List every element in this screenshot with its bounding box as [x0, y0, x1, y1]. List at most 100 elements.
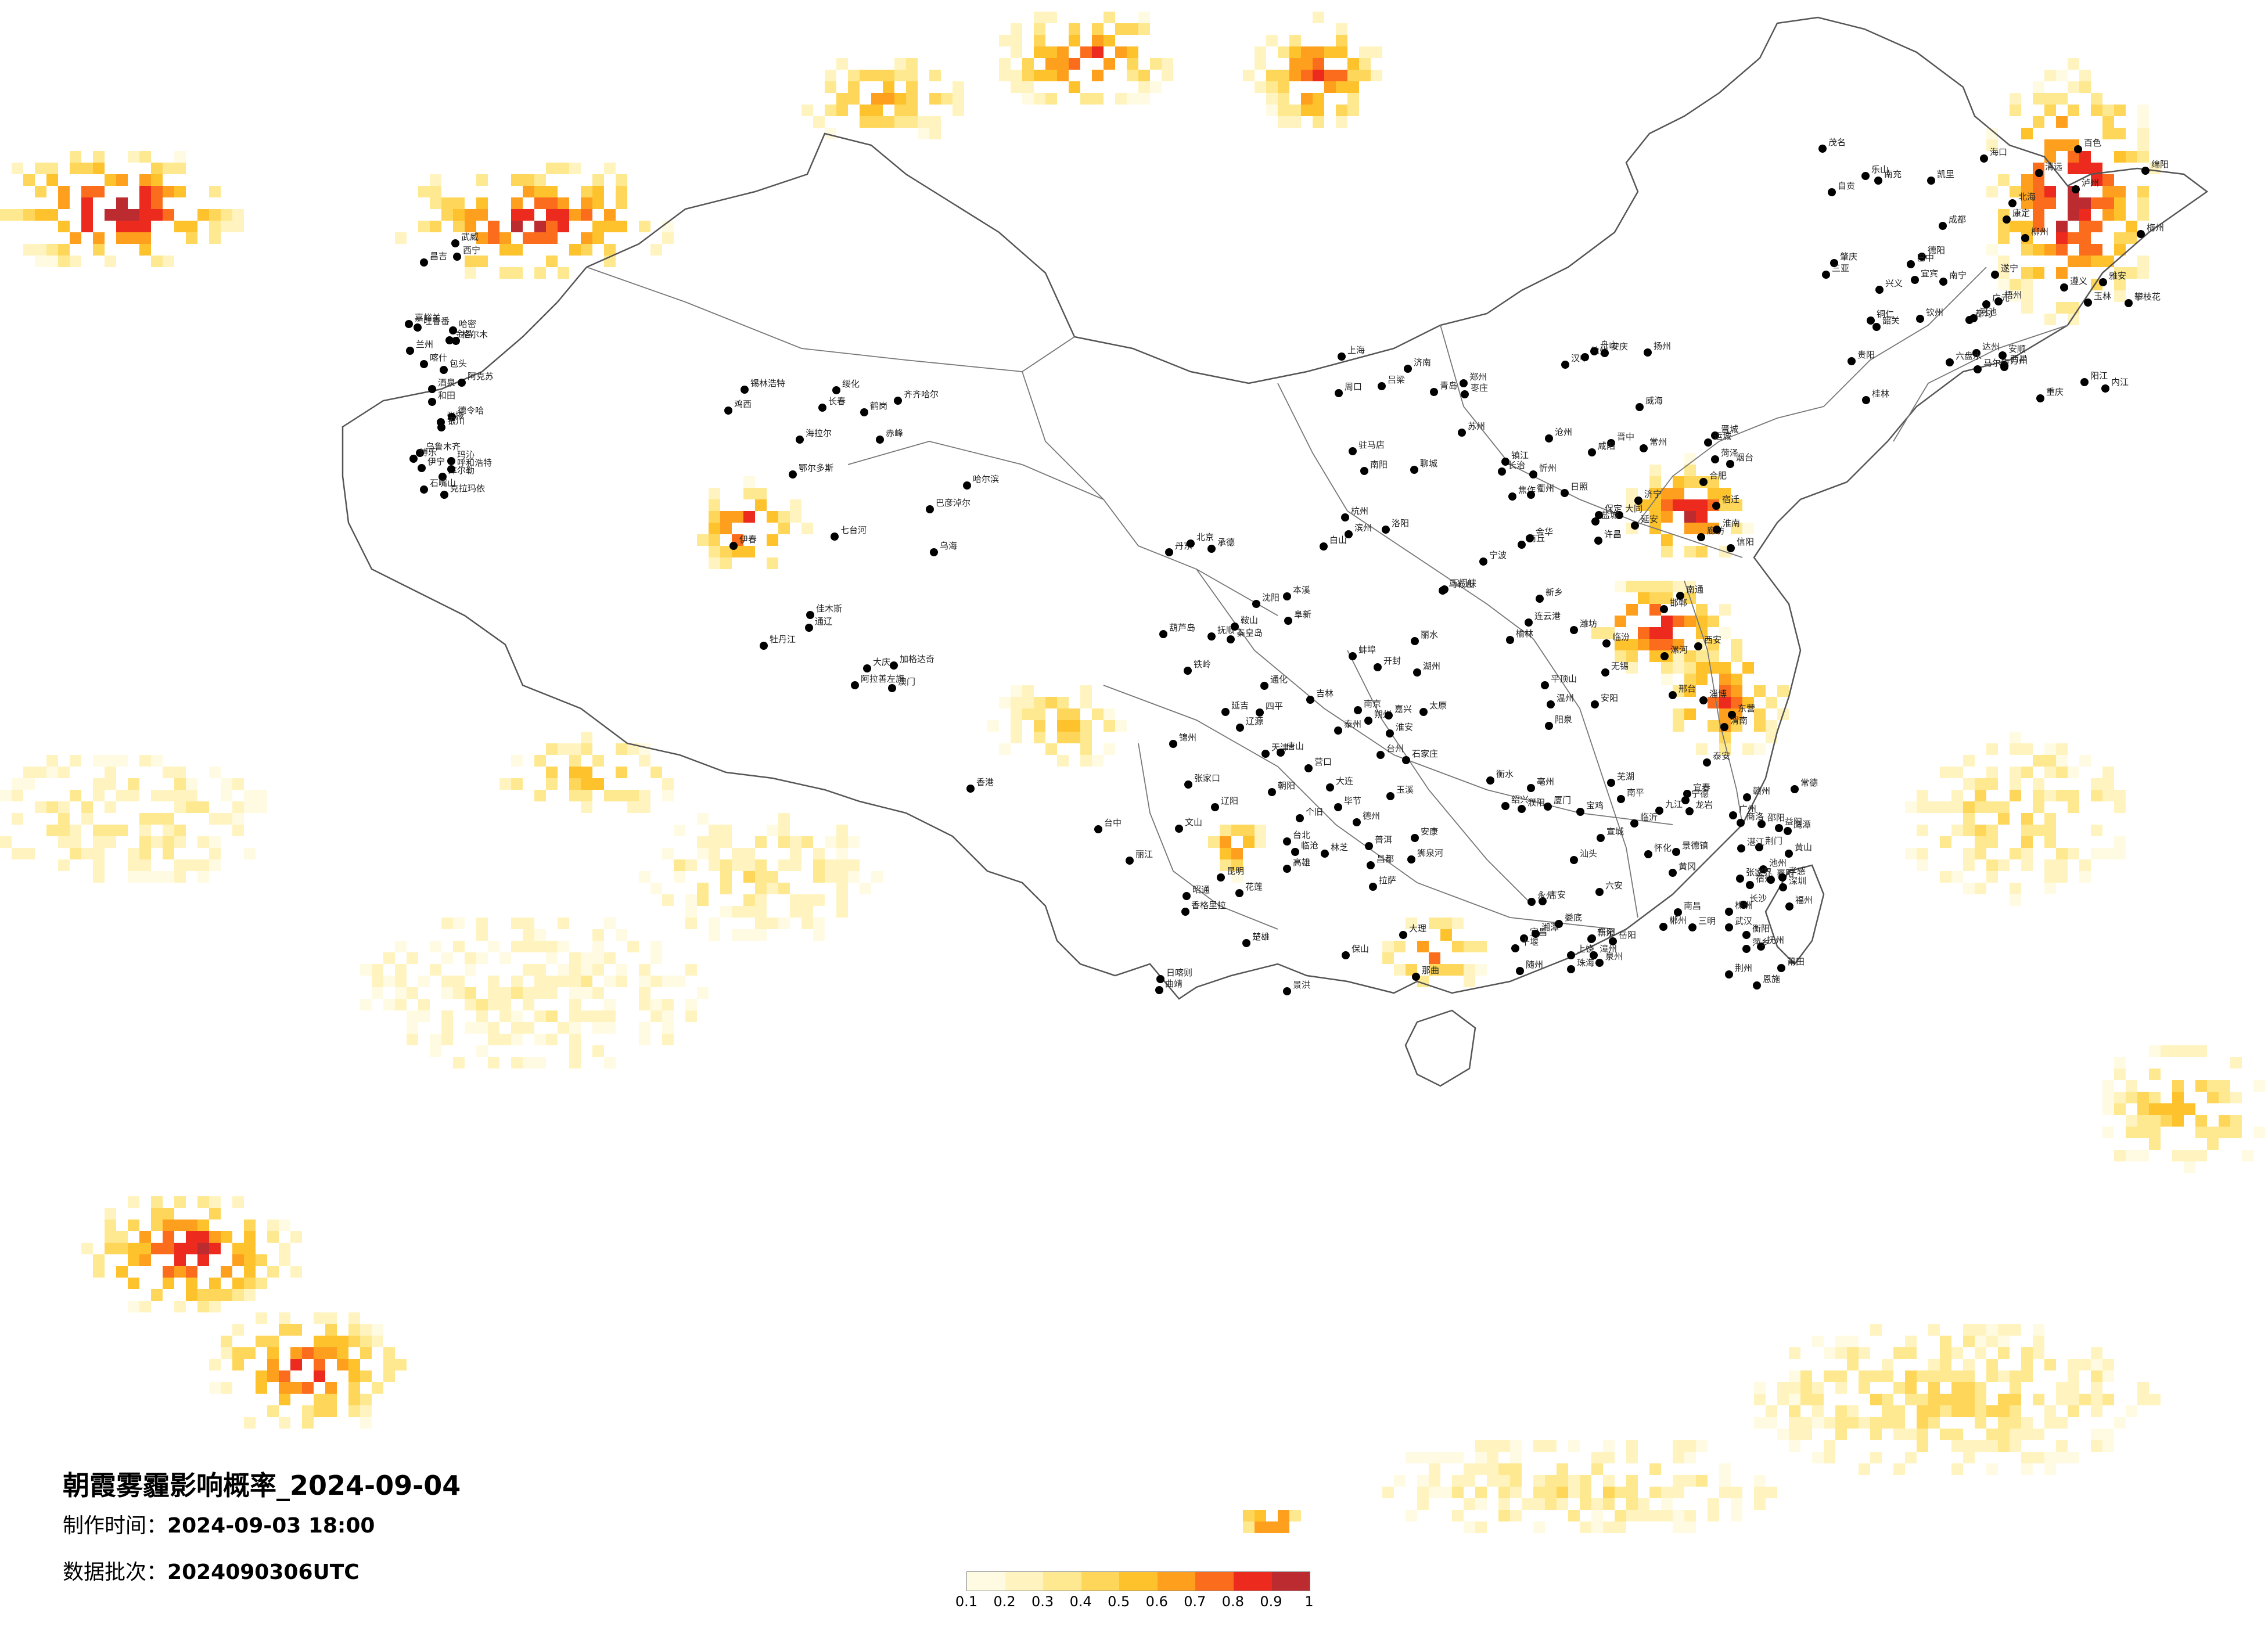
fog-cell [1777, 1394, 1789, 1405]
city-marker: 无锡 [1601, 661, 1629, 677]
fog-cell [1940, 836, 1951, 848]
fog-cell [1022, 58, 1034, 70]
fog-cell [151, 1243, 163, 1254]
fog-cell [1591, 1521, 1603, 1533]
fog-cell [116, 1243, 128, 1254]
fog-cell [1684, 1521, 1696, 1533]
fog-cell [105, 778, 116, 790]
city-dot [1541, 681, 1549, 689]
fog-cell [1882, 1394, 1893, 1405]
fog-cell [1777, 1382, 1789, 1394]
fog-cell [2102, 1127, 2114, 1138]
city-label: 三门峡 [1450, 578, 1476, 588]
fog-cell [1684, 674, 1696, 685]
city-label: 连云港 [1534, 611, 1561, 621]
fog-cell [499, 267, 511, 279]
fog-cell [128, 790, 139, 801]
fog-cell [93, 1254, 105, 1266]
city-dot [458, 379, 466, 387]
fog-cell [383, 952, 395, 964]
fog-cell [2021, 743, 2033, 755]
city-label: 齐齐哈尔 [904, 389, 939, 400]
fog-cell [941, 93, 953, 105]
fog-cell [1998, 1417, 2010, 1429]
fog-cell [906, 70, 918, 81]
city-marker: 咸阳 [1588, 441, 1615, 456]
city-dot [2008, 199, 2017, 207]
fog-cell [2021, 290, 2033, 302]
fog-cell [929, 116, 941, 128]
city-dot [1777, 964, 1785, 972]
fog-cell [511, 1022, 523, 1034]
fog-cell [1684, 511, 1696, 523]
fog-cell [1731, 499, 1742, 511]
fog-cell [1975, 825, 1986, 836]
city-label: 台州 [1386, 743, 1404, 754]
fog-cell [2079, 221, 2091, 232]
fog-cell [1080, 755, 1092, 767]
city-label: 常州 [1649, 437, 1667, 447]
city-label: 娄底 [1565, 912, 1582, 923]
fog-cell [534, 941, 546, 952]
fog-cell [534, 186, 546, 197]
city-marker: 莆田 [1777, 956, 1805, 972]
fog-cell [604, 790, 616, 801]
city-label: 营口 [1314, 757, 1332, 767]
city-label: 西昌 [2010, 354, 2028, 364]
fog-cell [1754, 1394, 1766, 1405]
city-dot [1413, 668, 1421, 677]
city-marker: 茂名 [1818, 137, 1846, 153]
fog-cell [2056, 767, 2068, 778]
fog-cell [2149, 1138, 2161, 1150]
city-dot [1946, 358, 1954, 366]
city-label: 南宁 [1949, 270, 1967, 280]
fog-cell [639, 1022, 650, 1034]
fog-cell [1986, 1336, 1998, 1347]
fog-cell [639, 987, 650, 999]
fog-cell [2079, 256, 2091, 267]
legend-tick: 0.1 [955, 1593, 978, 1610]
city-dot [1597, 834, 1605, 842]
fog-cell [697, 836, 709, 848]
fog-cell [1069, 81, 1080, 93]
fog-cell [1545, 1498, 1557, 1510]
city-marker: 日照 [1561, 481, 1588, 497]
fog-cell [685, 859, 697, 871]
fog-cell [139, 221, 151, 232]
fog-cell [2068, 767, 2079, 778]
fog-cell [581, 209, 592, 221]
fog-cell [2137, 139, 2149, 151]
fog-cell [1893, 1347, 1905, 1359]
boundary-layer [342, 16, 2209, 1087]
fog-cell [116, 1266, 128, 1278]
fog-cell [581, 976, 592, 987]
fog-cell [232, 813, 244, 825]
city-dot [1757, 820, 1766, 828]
fog-cell [1835, 1382, 1847, 1394]
fog-cell [1568, 1510, 1580, 1521]
fog-cell [1708, 488, 1719, 499]
city-marker: 九江 [1655, 799, 1683, 815]
fog-cell [453, 918, 465, 929]
city-marker: 马鞍山 [1439, 579, 1475, 595]
city-dot [1939, 278, 1947, 286]
fog-cell [2195, 1150, 2207, 1161]
fog-cell [1429, 1475, 1440, 1487]
fog-cell [523, 186, 534, 197]
fog-cell [81, 163, 93, 174]
city-label: 大庆 [873, 657, 890, 667]
fog-cell [1022, 70, 1034, 81]
fog-cell [674, 871, 685, 883]
fog-cell [523, 1057, 534, 1069]
city-marker: 潍坊 [1570, 618, 1597, 634]
fog-cell [186, 1243, 197, 1254]
fog-cell [523, 987, 534, 999]
fog-cell [1882, 1405, 1893, 1417]
city-label: 兴义 [1885, 278, 1903, 289]
fog-cell [1673, 662, 1684, 674]
fog-cell [2149, 1127, 2161, 1138]
fog-cell [395, 941, 407, 952]
city-marker: 梧州 [1994, 290, 2022, 305]
fog-cell [1603, 1487, 1615, 1498]
fog-cell [407, 1034, 418, 1045]
